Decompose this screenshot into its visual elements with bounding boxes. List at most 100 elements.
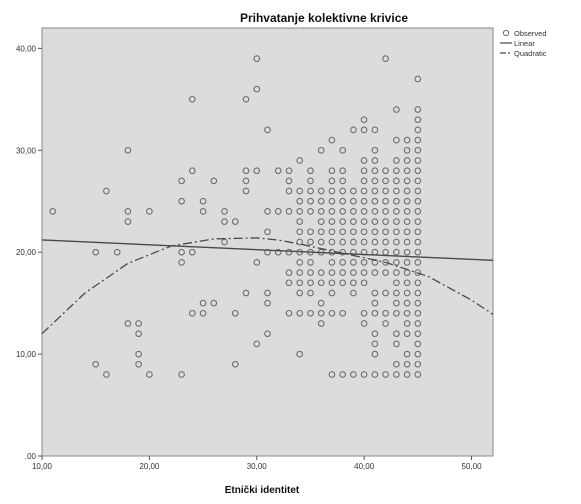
observed-point [393, 289, 400, 297]
observed-point [403, 330, 411, 338]
observed-point [113, 248, 121, 256]
observed-point [393, 299, 400, 307]
observed-point [403, 289, 411, 297]
observed-point [328, 228, 336, 236]
observed-point [393, 167, 400, 175]
observed-point [317, 187, 325, 195]
observed-point [328, 177, 336, 185]
observed-point [92, 360, 100, 368]
observed-point [350, 289, 357, 297]
observed-point [382, 309, 389, 317]
observed-point [403, 197, 411, 205]
observed-point [339, 218, 347, 225]
observed-point [382, 218, 389, 225]
observed-point [296, 157, 304, 164]
observed-point [328, 289, 336, 297]
observed-point [307, 228, 314, 236]
observed-point [393, 208, 400, 215]
observed-point [403, 136, 411, 144]
observed-point [414, 269, 422, 276]
observed-point [414, 228, 422, 236]
observed-point [403, 208, 411, 215]
observed-point [414, 157, 422, 164]
fit-lines [41, 237, 494, 335]
observed-point [350, 228, 357, 236]
observed-point [414, 371, 422, 378]
observed-point [264, 126, 271, 134]
observed-point [296, 309, 304, 317]
legend-observed-marker [502, 29, 510, 37]
x-tick-label: 10,00 [32, 462, 53, 471]
observed-point [339, 187, 347, 195]
observed-point [264, 289, 271, 297]
observed-point [328, 248, 336, 256]
observed-point [317, 269, 325, 276]
observed-point [221, 218, 228, 225]
observed-point [350, 259, 357, 266]
observed-point [414, 289, 422, 297]
observed-point [296, 289, 304, 297]
observed-point [360, 238, 368, 246]
observed-point [371, 157, 379, 164]
observed-point [382, 238, 389, 246]
x-axis-label: Etnički identitet [225, 485, 300, 496]
observed-points [49, 55, 422, 378]
observed-point [393, 279, 400, 287]
observed-point [307, 259, 314, 266]
observed-point [371, 309, 379, 317]
observed-point [414, 126, 422, 134]
observed-point [393, 259, 400, 266]
x-tick-label: 40,00 [354, 462, 375, 471]
observed-point [210, 299, 218, 307]
observed-point [393, 187, 400, 195]
observed-point [317, 197, 325, 205]
observed-point [360, 320, 368, 327]
observed-point [403, 228, 411, 236]
observed-point [414, 360, 422, 368]
observed-point [242, 177, 250, 185]
observed-point [371, 269, 379, 276]
observed-point [296, 208, 304, 215]
observed-point [371, 126, 379, 134]
observed-point [199, 299, 207, 307]
observed-point [350, 269, 357, 276]
observed-point [382, 371, 389, 378]
observed-point [414, 208, 422, 215]
observed-point [188, 167, 196, 175]
observed-point [403, 309, 411, 317]
observed-point [360, 177, 368, 185]
observed-point [328, 136, 336, 144]
observed-point [317, 299, 325, 307]
observed-point [393, 136, 400, 144]
observed-point [231, 360, 239, 368]
observed-point [414, 320, 422, 327]
observed-point [414, 106, 422, 113]
observed-point [285, 309, 293, 317]
observed-point [253, 85, 261, 93]
observed-point [242, 289, 250, 297]
observed-point [360, 208, 368, 215]
x-tick-label: 50,00 [462, 462, 483, 471]
observed-point [382, 208, 389, 215]
y-tick-label: 40,00 [16, 44, 37, 53]
observed-point [328, 218, 336, 225]
observed-point [414, 116, 422, 124]
observed-point [285, 269, 293, 276]
observed-point [414, 330, 422, 338]
observed-point [339, 279, 347, 287]
observed-point [328, 269, 336, 276]
observed-point [296, 218, 304, 225]
observed-point [403, 146, 411, 154]
observed-point [178, 197, 185, 205]
observed-point [360, 309, 368, 317]
observed-point [339, 371, 347, 378]
observed-point [328, 238, 336, 246]
observed-point [350, 238, 357, 246]
observed-point [274, 208, 282, 215]
observed-point [307, 208, 314, 215]
observed-point [371, 197, 379, 205]
observed-point [339, 269, 347, 276]
observed-point [414, 279, 422, 287]
observed-point [242, 187, 250, 195]
legend-observed-label: Observed [514, 29, 547, 38]
